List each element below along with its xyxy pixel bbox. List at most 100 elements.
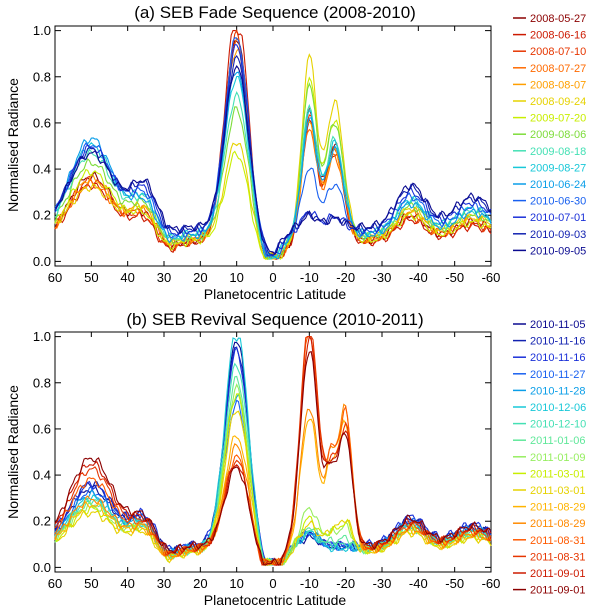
legend-label: 2010-09-03 bbox=[530, 229, 586, 241]
legend-label: 2010-07-01 bbox=[530, 212, 586, 224]
legend-label: 2008-09-24 bbox=[530, 96, 586, 108]
x-tick-label: 30 bbox=[157, 576, 171, 591]
y-tick-label: 1.0 bbox=[33, 23, 51, 38]
panel-a-legend: 2008-05-27 2008-06-16 2008-07-10 2008-07-27… bbox=[513, 13, 586, 257]
legend-label: 2009-08-27 bbox=[530, 162, 586, 174]
panel-a-title: (a) SEB Fade Sequence (2008-2010) bbox=[134, 3, 416, 22]
legend-label: 2008-05-27 bbox=[530, 13, 586, 25]
panel-a-xlabel: Planetocentric Latitude bbox=[204, 286, 347, 302]
x-tick-label: 60 bbox=[48, 576, 62, 591]
x-tick-label: -30 bbox=[373, 576, 392, 591]
series-line bbox=[54, 76, 492, 260]
legend-label: 2010-11-16 bbox=[530, 336, 585, 348]
panel-b-legend: 2010-11-05 2010-11-16 2010-11-16 2010-11-27… bbox=[513, 319, 586, 597]
x-tick-label: 40 bbox=[120, 576, 134, 591]
x-tick-label: -40 bbox=[409, 270, 428, 285]
x-tick-label: 20 bbox=[193, 576, 207, 591]
y-tick-label: 0.8 bbox=[33, 375, 51, 390]
series-line bbox=[54, 336, 492, 566]
x-tick-label: 20 bbox=[193, 270, 207, 285]
x-tick-label: 50 bbox=[84, 270, 98, 285]
panel-b-series bbox=[54, 335, 492, 567]
legend-label: 2011-08-31 bbox=[530, 535, 585, 547]
legend-label: 2009-08-18 bbox=[530, 146, 586, 158]
panel-b: (b) SEB Revival Sequence (2010-2011) 60 5… bbox=[5, 310, 586, 608]
legend-label: 2011-09-01 bbox=[530, 585, 585, 597]
legend-label: 2010-11-28 bbox=[530, 385, 585, 397]
x-tick-label: -10 bbox=[300, 576, 319, 591]
legend-label: 2008-08-07 bbox=[530, 79, 586, 91]
panel-a-series bbox=[54, 29, 492, 260]
x-tick-label: -10 bbox=[300, 270, 319, 285]
x-tick-label: 60 bbox=[48, 270, 62, 285]
x-tick-label: -30 bbox=[373, 270, 392, 285]
series-line bbox=[54, 64, 492, 255]
x-tick-label: 10 bbox=[229, 576, 243, 591]
x-tick-label: 50 bbox=[84, 576, 98, 591]
x-tick-label: -20 bbox=[336, 576, 355, 591]
series-line bbox=[54, 53, 492, 260]
series-line bbox=[54, 36, 492, 257]
legend-label: 2010-11-16 bbox=[530, 352, 585, 364]
series-line bbox=[54, 90, 492, 260]
series-line bbox=[54, 403, 492, 566]
legend-label: 2010-11-27 bbox=[530, 369, 585, 381]
legend-label: 2009-08-06 bbox=[530, 129, 586, 141]
x-tick-label: -20 bbox=[336, 270, 355, 285]
x-tick-label: 40 bbox=[120, 270, 134, 285]
legend-label: 2011-09-01 bbox=[530, 568, 585, 580]
series-line bbox=[54, 350, 492, 566]
y-tick-label: 0.2 bbox=[33, 208, 51, 223]
y-tick-label: 0.6 bbox=[33, 421, 51, 436]
legend-label: 2011-08-31 bbox=[530, 551, 585, 563]
panel-b-title: (b) SEB Revival Sequence (2010-2011) bbox=[126, 310, 423, 329]
panel-a-ticks: 60 50 40 30 20 10 0 -10 -20 -30 -40 -50 -60 0.0 0.2 0.4… bbox=[33, 23, 500, 285]
x-tick-label: 0 bbox=[269, 270, 276, 285]
legend-label: 2011-03-01 bbox=[530, 468, 585, 480]
series-line bbox=[54, 82, 492, 260]
y-tick-label: 0.6 bbox=[33, 115, 51, 130]
x-tick-label: 10 bbox=[229, 270, 243, 285]
x-tick-label: -50 bbox=[445, 270, 464, 285]
x-tick-label: -40 bbox=[409, 576, 428, 591]
y-tick-label: 1.0 bbox=[33, 329, 51, 344]
legend-label: 2010-09-05 bbox=[530, 245, 586, 257]
legend-label: 2008-06-16 bbox=[530, 30, 586, 42]
y-tick-label: 0.4 bbox=[33, 162, 51, 177]
x-tick-label: -50 bbox=[445, 576, 464, 591]
legend-label: 2008-07-27 bbox=[530, 63, 586, 75]
panel-a-ylabel: Normalised Radiance bbox=[5, 78, 21, 212]
panel-b-ylabel: Normalised Radiance bbox=[5, 385, 21, 519]
legend-label: 2011-08-29 bbox=[530, 518, 585, 530]
legend-label: 2010-06-24 bbox=[530, 179, 586, 191]
y-tick-label: 0.4 bbox=[33, 468, 51, 483]
y-tick-label: 0.0 bbox=[33, 560, 51, 575]
x-tick-label: 30 bbox=[157, 270, 171, 285]
series-line bbox=[54, 75, 492, 260]
legend-label: 2011-08-29 bbox=[530, 502, 585, 514]
series-line bbox=[54, 71, 492, 260]
panel-a: (a) SEB Fade Sequence (2008-2010) 60 50 40… bbox=[5, 3, 586, 302]
legend-label: 2010-12-06 bbox=[530, 402, 586, 414]
y-tick-label: 0.0 bbox=[33, 254, 51, 269]
panel-b-ticks: 60 50 40 30 20 10 0 -10 -20 -30 -40 -50 -60 0.0 0.2 0.4… bbox=[33, 329, 500, 591]
series-line bbox=[54, 47, 492, 260]
legend-label: 2008-07-10 bbox=[530, 46, 586, 58]
x-tick-label: -60 bbox=[482, 270, 501, 285]
legend-label: 2010-06-30 bbox=[530, 196, 586, 208]
legend-label: 2011-01-06 bbox=[530, 435, 585, 447]
panel-b-xlabel: Planetocentric Latitude bbox=[204, 592, 347, 608]
series-line bbox=[54, 336, 492, 567]
y-tick-label: 0.2 bbox=[33, 514, 51, 529]
legend-label: 2010-11-05 bbox=[530, 319, 585, 331]
legend-label: 2011-01-09 bbox=[530, 452, 585, 464]
x-tick-label: 0 bbox=[269, 576, 276, 591]
y-tick-label: 0.8 bbox=[33, 69, 51, 84]
series-line bbox=[54, 410, 492, 566]
legend-label: 2010-12-10 bbox=[530, 419, 586, 431]
legend-label: 2009-07-20 bbox=[530, 113, 586, 125]
legend-label: 2011-03-01 bbox=[530, 485, 585, 497]
series-line bbox=[54, 375, 492, 566]
x-tick-label: -60 bbox=[482, 576, 501, 591]
